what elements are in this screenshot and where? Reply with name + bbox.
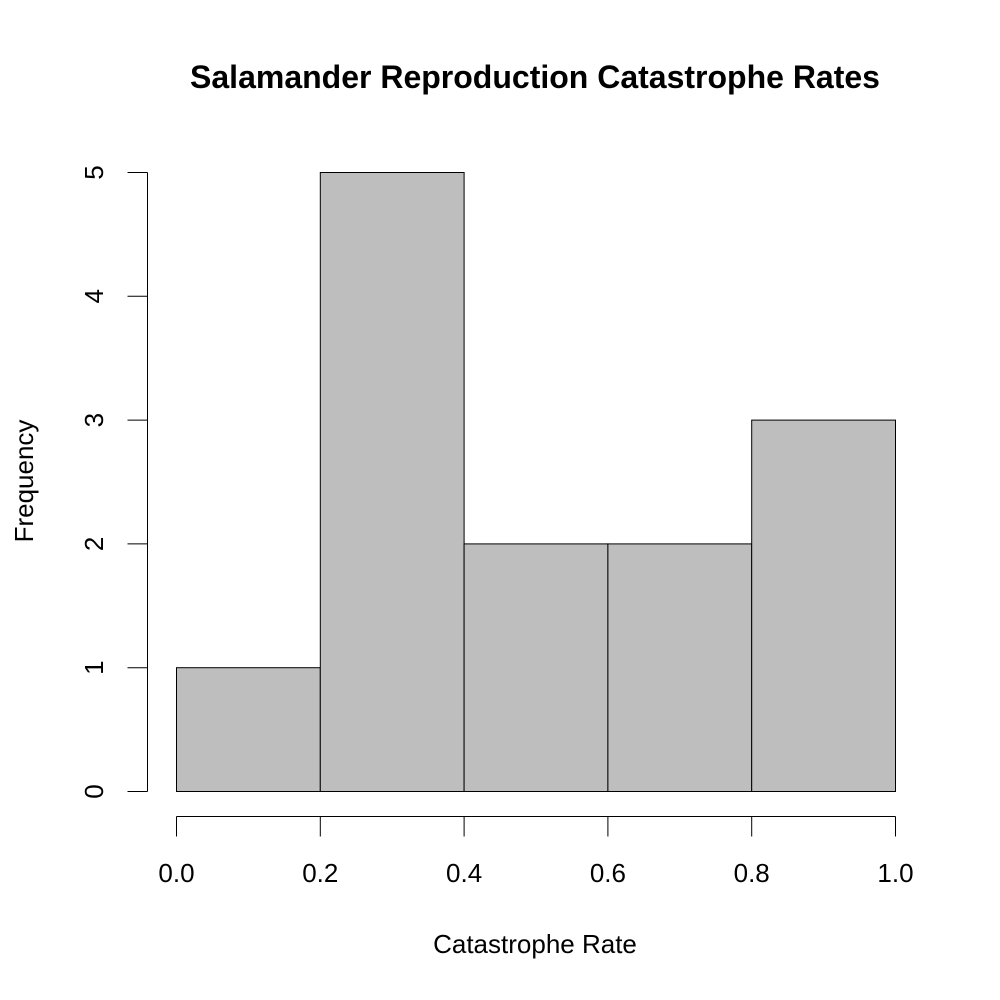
y-axis-label: Frequency bbox=[9, 420, 39, 543]
x-tick-label: 0.0 bbox=[158, 858, 194, 888]
y-tick-label: 1 bbox=[79, 660, 109, 674]
x-tick-label: 0.4 bbox=[446, 858, 482, 888]
y-tick-label: 0 bbox=[79, 784, 109, 798]
y-tick-label: 2 bbox=[79, 537, 109, 551]
histogram-bar bbox=[751, 419, 897, 792]
x-axis-label: Catastrophe Rate bbox=[433, 929, 637, 959]
y-tick-label: 4 bbox=[79, 289, 109, 303]
y-axis: 0 1 2 3 4 5 bbox=[79, 165, 148, 799]
y-tick-label: 3 bbox=[79, 413, 109, 427]
x-tick-label: 0.2 bbox=[302, 858, 338, 888]
y-tick-label: 5 bbox=[79, 165, 109, 179]
x-tick-label: 0.8 bbox=[734, 858, 770, 888]
histogram-bar bbox=[176, 667, 321, 793]
histogram-bar bbox=[607, 543, 753, 793]
histogram-bar bbox=[463, 543, 609, 793]
x-tick-label: 1.0 bbox=[877, 858, 913, 888]
x-tick-label: 0.6 bbox=[590, 858, 626, 888]
bars-group bbox=[176, 172, 897, 793]
x-axis: 0.0 0.2 0.4 0.6 0.8 1.0 bbox=[158, 816, 914, 888]
chart-title: Salamander Reproduction Catastrophe Rate… bbox=[190, 59, 880, 95]
histogram-bar bbox=[319, 172, 465, 792]
